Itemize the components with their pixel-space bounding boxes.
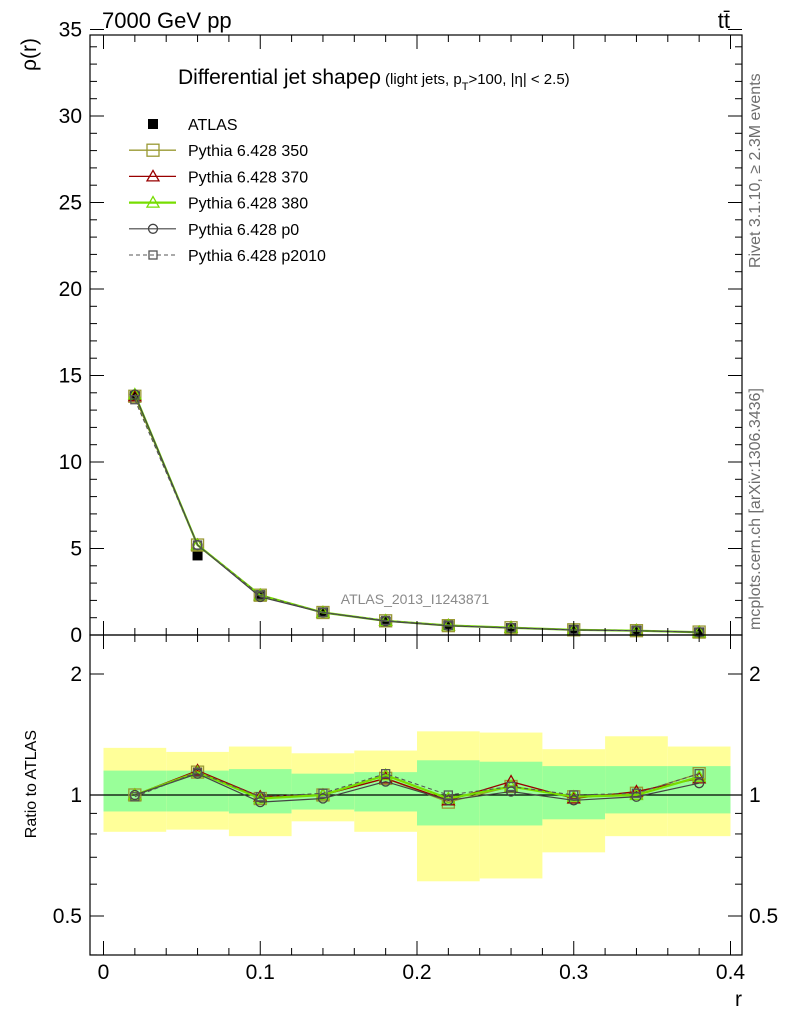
legend-label-atlas: ATLAS: [188, 117, 238, 134]
ratio-point-p380: [629, 787, 644, 801]
lower-axes: 0.5 0.5 1 1 2 2 0 0.1 0.2 0.3 0.4: [53, 635, 778, 984]
title-sub: (light jets, p: [385, 71, 462, 88]
ratio-point-p2010: [130, 792, 140, 802]
ratio-y-tick-label-left: 1: [70, 784, 82, 807]
ratio-y-tick-label-left: 2: [70, 663, 82, 686]
atlas-data-point: [192, 550, 203, 561]
point-p2010: [255, 590, 265, 600]
upper-y-tick-label: 0: [70, 624, 82, 647]
ratio-point-p2010: [631, 788, 642, 798]
ratio-y-tick-label-left: 0.5: [53, 905, 82, 928]
ratio-point-p380: [441, 791, 456, 804]
ratio-point-p2010: [192, 767, 203, 777]
point-p0: [129, 389, 141, 400]
ratio-point-p380: [253, 791, 268, 804]
ratio-point-p2010: [506, 781, 516, 792]
energy-label: 7000 GeV pp: [102, 8, 232, 33]
upper-y-tick-label: 25: [59, 192, 82, 215]
ratio-point-p2010: [255, 792, 265, 802]
ratio-y-tick-label-right: 2: [749, 663, 761, 686]
upper-y-tick-label: 35: [59, 19, 82, 42]
x-tick-label: 0: [98, 961, 110, 984]
lower-series-group: [127, 763, 707, 809]
ratio-point-p370: [566, 791, 581, 804]
ratio-point-p2010: [380, 769, 391, 779]
ratio-point-p380: [692, 769, 707, 782]
series-line-p2010: [134, 399, 700, 633]
ratio-point-p350: [692, 767, 706, 781]
upper-y-axis-label: ρ(r): [18, 38, 41, 71]
x-tick-label: 0.4: [716, 961, 746, 984]
ratio-point-p2010: [569, 790, 579, 800]
upper-y-tick-label: 30: [59, 105, 82, 128]
upper-y-tick-label: 15: [59, 365, 82, 388]
point-p2010: [380, 615, 391, 626]
title-sub-index: T: [462, 81, 469, 93]
legend-label-p370: Pythia 6.428 370: [188, 169, 308, 186]
x-tick-label: 0.2: [402, 961, 431, 984]
point-p2010: [192, 540, 203, 550]
point-p2010: [130, 395, 140, 405]
ratio-y-tick-label-right: 1: [749, 784, 761, 807]
ratio-point-p0: [317, 793, 329, 804]
chart-title: Differential jet shapeρ (light jets, pT>1…: [178, 66, 570, 93]
legend-label-p0: Pythia 6.428 p0: [188, 222, 299, 239]
x-tick-label: 0.1: [246, 961, 275, 984]
ratio-point-p0: [568, 795, 579, 806]
x-tick-label: 0.3: [559, 961, 588, 984]
ratio-point-p2010: [318, 788, 328, 798]
x-axis-label: r: [735, 988, 742, 1011]
point-p2010: [318, 607, 328, 618]
ratio-point-p2010: [694, 769, 704, 779]
mcplots-label: mcplots.cern.ch [arXiv:1306.3436]: [747, 388, 764, 630]
ratio-point-p0: [255, 796, 266, 808]
legend-marker-atlas: [148, 119, 158, 129]
legend-label-p2010: Pythia 6.428 p2010: [188, 248, 326, 265]
ratio-point-p0: [694, 778, 705, 789]
ratio-y-tick-label-right: 0.5: [749, 905, 778, 928]
ratio-line-p380: [134, 770, 700, 800]
stat-band-bin: [479, 761, 543, 826]
legend-label-p380: Pythia 6.428 380: [188, 196, 308, 213]
legend: ATLAS Pythia 6.428 350 Pythia 6.428 370 Pyt…: [129, 117, 326, 265]
legend-marker-p370: [145, 169, 161, 182]
stat-band-bin: [166, 770, 229, 812]
analysis-watermark: ATLAS_2013_I1243871: [341, 591, 490, 607]
atlas-data-point: [380, 617, 391, 628]
legend-marker-p2010: [148, 250, 158, 260]
legend-marker-p380: [145, 195, 161, 208]
title-main: Differential jet shapeρ: [178, 66, 381, 89]
legend-marker-p350: [146, 143, 160, 157]
ratio-point-p0: [505, 786, 517, 797]
ratio-y-axis-label: Ratio to ATLAS: [23, 730, 40, 838]
ratio-point-p380: [315, 787, 331, 801]
ratio-point-p380: [566, 789, 581, 802]
legend-label-p350: Pythia 6.428 350: [188, 143, 308, 160]
stat-band-bin: [291, 773, 355, 810]
upper-y-tick-label: 20: [59, 278, 82, 301]
upper-y-tick-label: 5: [70, 538, 82, 561]
ratio-line-p0: [134, 773, 700, 803]
upper-y-tick-label: 10: [59, 451, 82, 474]
title-sub-rest: >100, |η| < 2.5): [468, 71, 569, 88]
legend-marker-p0: [147, 223, 159, 234]
process-label: tt̄: [718, 8, 730, 33]
ratio-line-p2010: [134, 771, 700, 798]
ratio-point-p0: [443, 795, 454, 806]
ratio-point-p2010: [443, 790, 454, 800]
rivet-version-label: Rivet 3.1.10, ≥ 2.3M events: [747, 73, 764, 268]
upper-axes: 0 5 10 15 20 25 30 35: [59, 19, 742, 647]
